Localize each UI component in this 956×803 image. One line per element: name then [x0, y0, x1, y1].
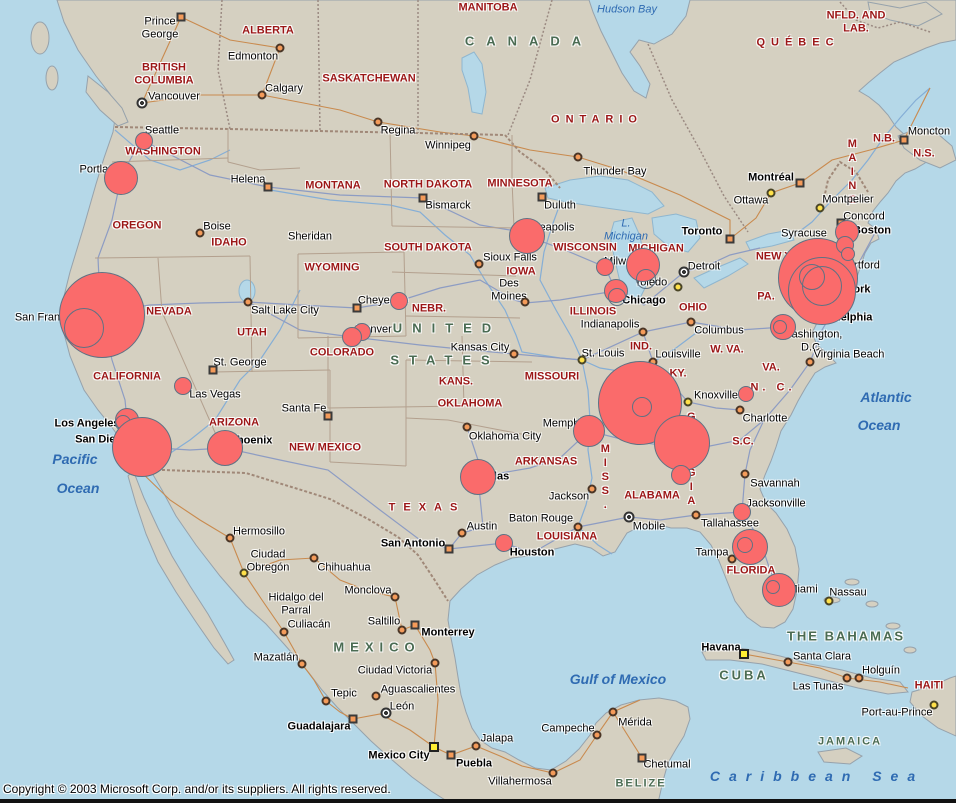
data-bubble-knoxville[interactable]	[738, 386, 754, 402]
data-bubble-atlanta-south[interactable]	[671, 465, 691, 485]
data-bubble-dallas[interactable]	[460, 459, 496, 495]
data-bubble-portland[interactable]	[104, 161, 138, 195]
data-bubble-new-york-inner-2[interactable]	[802, 266, 842, 306]
data-bubble-chicago-inner[interactable]	[608, 288, 626, 306]
data-bubble-cheyenne[interactable]	[390, 292, 408, 310]
data-bubble-san-diego[interactable]	[112, 417, 172, 477]
copyright-text: Copyright © 2003 Microsoft Corp. and/or …	[3, 782, 391, 796]
data-bubble-houston[interactable]	[495, 534, 513, 552]
data-bubble-las-vegas[interactable]	[174, 377, 192, 395]
data-bubble-tampa-inner[interactable]	[737, 537, 753, 553]
bottom-divider	[0, 799, 956, 803]
data-bubble-michigan-inner[interactable]	[636, 269, 656, 289]
data-bubble-atlanta[interactable]	[654, 415, 710, 471]
data-bubble-seattle[interactable]	[135, 132, 153, 150]
data-bubble-jacksonville[interactable]	[733, 503, 751, 521]
province-borders	[217, 0, 931, 233]
data-bubble-washington-dc-inner[interactable]	[773, 320, 787, 334]
data-bubble-milwaukee[interactable]	[596, 258, 614, 276]
data-bubble-denver-west[interactable]	[342, 327, 362, 347]
data-bubble-miami-inner[interactable]	[766, 580, 780, 594]
data-bubble-phoenix[interactable]	[207, 430, 243, 466]
data-bubble-nashville-inner[interactable]	[632, 397, 652, 417]
data-bubble-san-francisco-inner[interactable]	[64, 308, 104, 348]
data-bubble-minneapolis[interactable]	[509, 218, 545, 254]
data-bubble-memphis[interactable]	[573, 415, 605, 447]
data-bubble-hartford[interactable]	[841, 247, 855, 261]
